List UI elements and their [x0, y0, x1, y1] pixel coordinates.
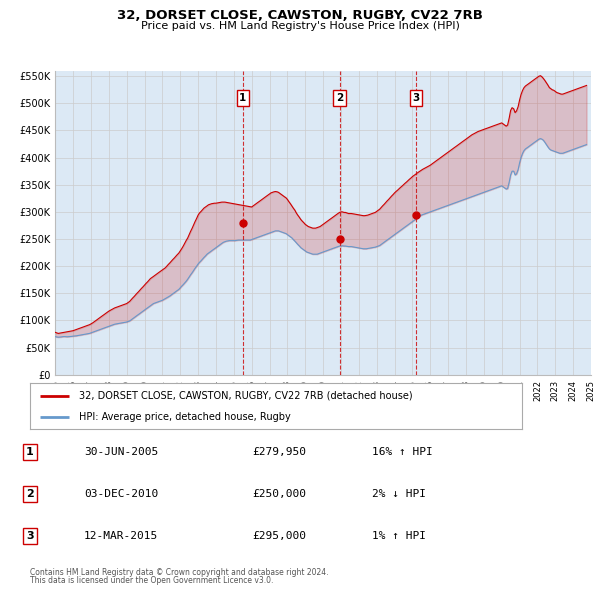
Text: 3: 3 — [412, 93, 419, 103]
Text: 2: 2 — [336, 93, 343, 103]
Text: 3: 3 — [26, 531, 34, 541]
Text: 30-JUN-2005: 30-JUN-2005 — [84, 447, 158, 457]
Text: 03-DEC-2010: 03-DEC-2010 — [84, 489, 158, 499]
Text: Price paid vs. HM Land Registry's House Price Index (HPI): Price paid vs. HM Land Registry's House … — [140, 21, 460, 31]
Text: 1% ↑ HPI: 1% ↑ HPI — [372, 531, 426, 541]
Text: £250,000: £250,000 — [252, 489, 306, 499]
Text: This data is licensed under the Open Government Licence v3.0.: This data is licensed under the Open Gov… — [30, 576, 274, 585]
Text: 1: 1 — [26, 447, 34, 457]
Text: 2% ↓ HPI: 2% ↓ HPI — [372, 489, 426, 499]
Text: 1: 1 — [239, 93, 247, 103]
Text: HPI: Average price, detached house, Rugby: HPI: Average price, detached house, Rugb… — [79, 412, 291, 422]
Text: 12-MAR-2015: 12-MAR-2015 — [84, 531, 158, 541]
Text: 2: 2 — [26, 489, 34, 499]
Text: £295,000: £295,000 — [252, 531, 306, 541]
Text: 32, DORSET CLOSE, CAWSTON, RUGBY, CV22 7RB: 32, DORSET CLOSE, CAWSTON, RUGBY, CV22 7… — [117, 9, 483, 22]
Text: £279,950: £279,950 — [252, 447, 306, 457]
Text: Contains HM Land Registry data © Crown copyright and database right 2024.: Contains HM Land Registry data © Crown c… — [30, 568, 329, 577]
Text: 32, DORSET CLOSE, CAWSTON, RUGBY, CV22 7RB (detached house): 32, DORSET CLOSE, CAWSTON, RUGBY, CV22 7… — [79, 391, 413, 401]
Text: 16% ↑ HPI: 16% ↑ HPI — [372, 447, 433, 457]
